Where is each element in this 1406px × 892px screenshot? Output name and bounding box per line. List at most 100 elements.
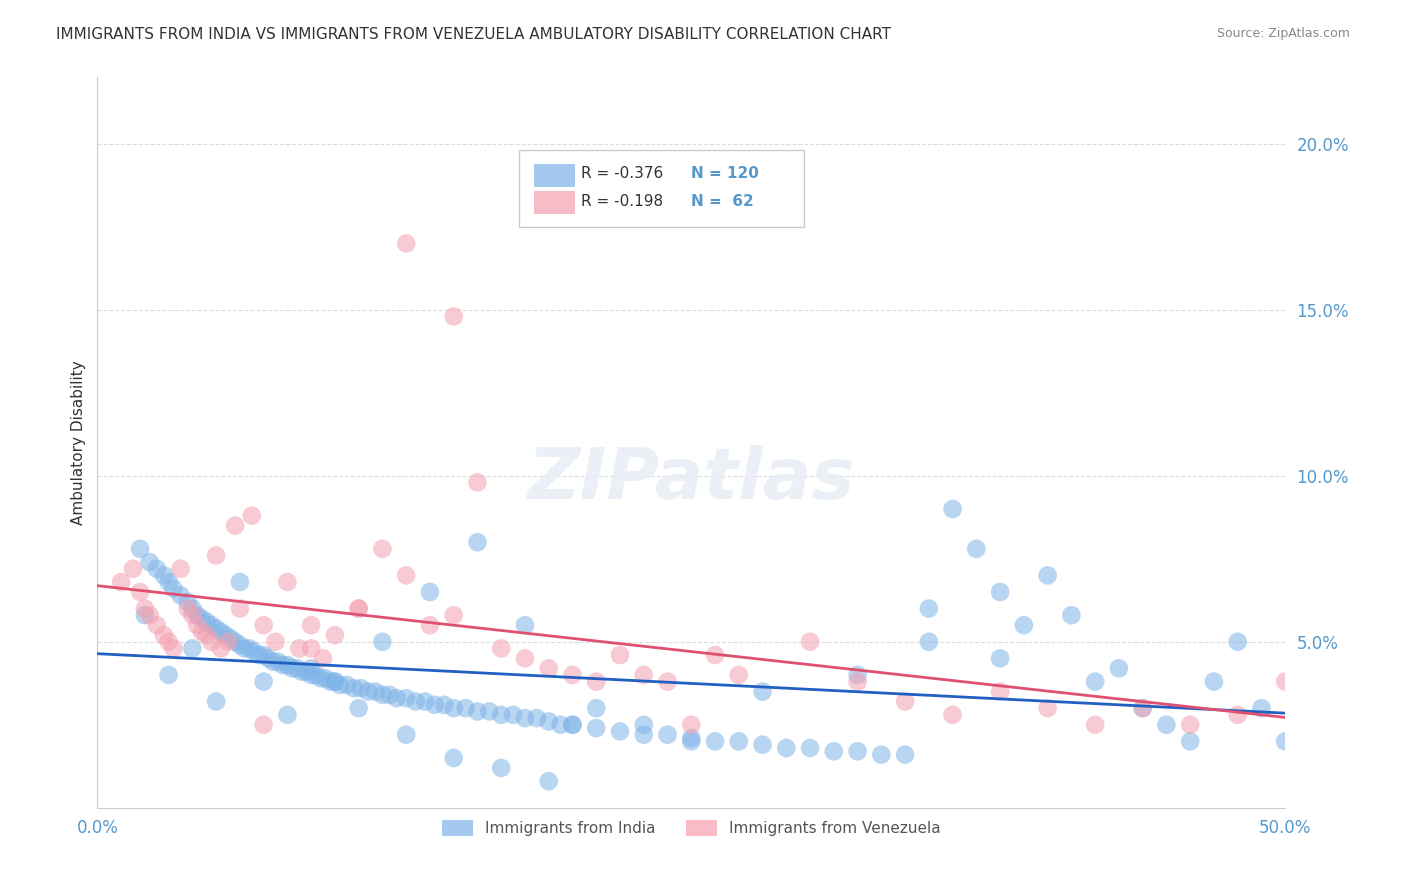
Point: [253, 648, 276, 662]
Point: [1084, 718, 1107, 732]
Point: [633, 668, 655, 682]
Point: [371, 688, 394, 702]
Point: [305, 668, 328, 682]
Text: N =  62: N = 62: [692, 194, 754, 209]
Point: [329, 678, 352, 692]
Point: [343, 681, 366, 696]
Point: [176, 595, 198, 609]
Point: [247, 648, 270, 662]
Point: [561, 668, 583, 682]
Point: [704, 734, 727, 748]
Point: [200, 634, 222, 648]
Point: [264, 634, 287, 648]
Point: [1084, 674, 1107, 689]
Point: [823, 744, 845, 758]
Point: [238, 641, 260, 656]
Point: [870, 747, 893, 762]
Point: [704, 648, 727, 662]
Point: [253, 674, 276, 689]
Point: [988, 684, 1011, 698]
Point: [633, 718, 655, 732]
Point: [489, 707, 512, 722]
Point: [309, 671, 332, 685]
Point: [942, 707, 965, 722]
Point: [633, 728, 655, 742]
Point: [243, 645, 266, 659]
Point: [1132, 701, 1154, 715]
Point: [478, 705, 501, 719]
Point: [454, 701, 477, 715]
Point: [205, 694, 228, 708]
Point: [1180, 734, 1202, 748]
Point: [217, 634, 239, 648]
Point: [443, 701, 465, 715]
Point: [288, 641, 311, 656]
Point: [357, 684, 380, 698]
Point: [347, 601, 370, 615]
Point: [681, 718, 703, 732]
Point: [537, 661, 560, 675]
Point: [110, 574, 132, 589]
Point: [467, 705, 489, 719]
Point: [314, 671, 336, 685]
Point: [681, 734, 703, 748]
Point: [205, 622, 228, 636]
Point: [281, 661, 304, 675]
Point: [195, 615, 218, 629]
Point: [988, 651, 1011, 665]
Point: [209, 641, 232, 656]
Point: [918, 601, 941, 615]
Point: [176, 601, 198, 615]
Point: [347, 701, 370, 715]
Point: [513, 711, 536, 725]
Text: IMMIGRANTS FROM INDIA VS IMMIGRANTS FROM VENEZUELA AMBULATORY DISABILITY CORRELA: IMMIGRANTS FROM INDIA VS IMMIGRANTS FROM…: [56, 27, 891, 42]
Point: [129, 585, 152, 599]
Point: [537, 714, 560, 729]
Point: [153, 628, 176, 642]
FancyBboxPatch shape: [519, 151, 804, 227]
Point: [240, 508, 263, 523]
Point: [295, 665, 318, 679]
Point: [609, 724, 631, 739]
Point: [894, 747, 917, 762]
Point: [1036, 701, 1059, 715]
Point: [513, 651, 536, 665]
Point: [1156, 718, 1178, 732]
Point: [253, 618, 276, 632]
Point: [271, 658, 294, 673]
Text: Source: ZipAtlas.com: Source: ZipAtlas.com: [1216, 27, 1350, 40]
Point: [169, 588, 191, 602]
Point: [276, 707, 298, 722]
Y-axis label: Ambulatory Disability: Ambulatory Disability: [72, 360, 86, 525]
Point: [395, 691, 418, 706]
Point: [378, 688, 401, 702]
Point: [846, 674, 869, 689]
Point: [550, 718, 572, 732]
Point: [214, 628, 236, 642]
Point: [443, 751, 465, 765]
Point: [371, 634, 394, 648]
Point: [419, 585, 441, 599]
Point: [257, 651, 280, 665]
Point: [153, 568, 176, 582]
Point: [364, 684, 387, 698]
Point: [299, 641, 322, 656]
Point: [467, 535, 489, 549]
Point: [371, 541, 394, 556]
Point: [1036, 568, 1059, 582]
Point: [443, 310, 465, 324]
Point: [181, 641, 204, 656]
Point: [134, 608, 156, 623]
Point: [209, 624, 232, 639]
Point: [751, 684, 773, 698]
Point: [395, 568, 418, 582]
Point: [323, 674, 346, 689]
Point: [502, 707, 524, 722]
Point: [162, 582, 184, 596]
Point: [775, 741, 797, 756]
Point: [467, 475, 489, 490]
Point: [229, 638, 252, 652]
Point: [262, 655, 284, 669]
Point: [609, 648, 631, 662]
Point: [181, 608, 204, 623]
